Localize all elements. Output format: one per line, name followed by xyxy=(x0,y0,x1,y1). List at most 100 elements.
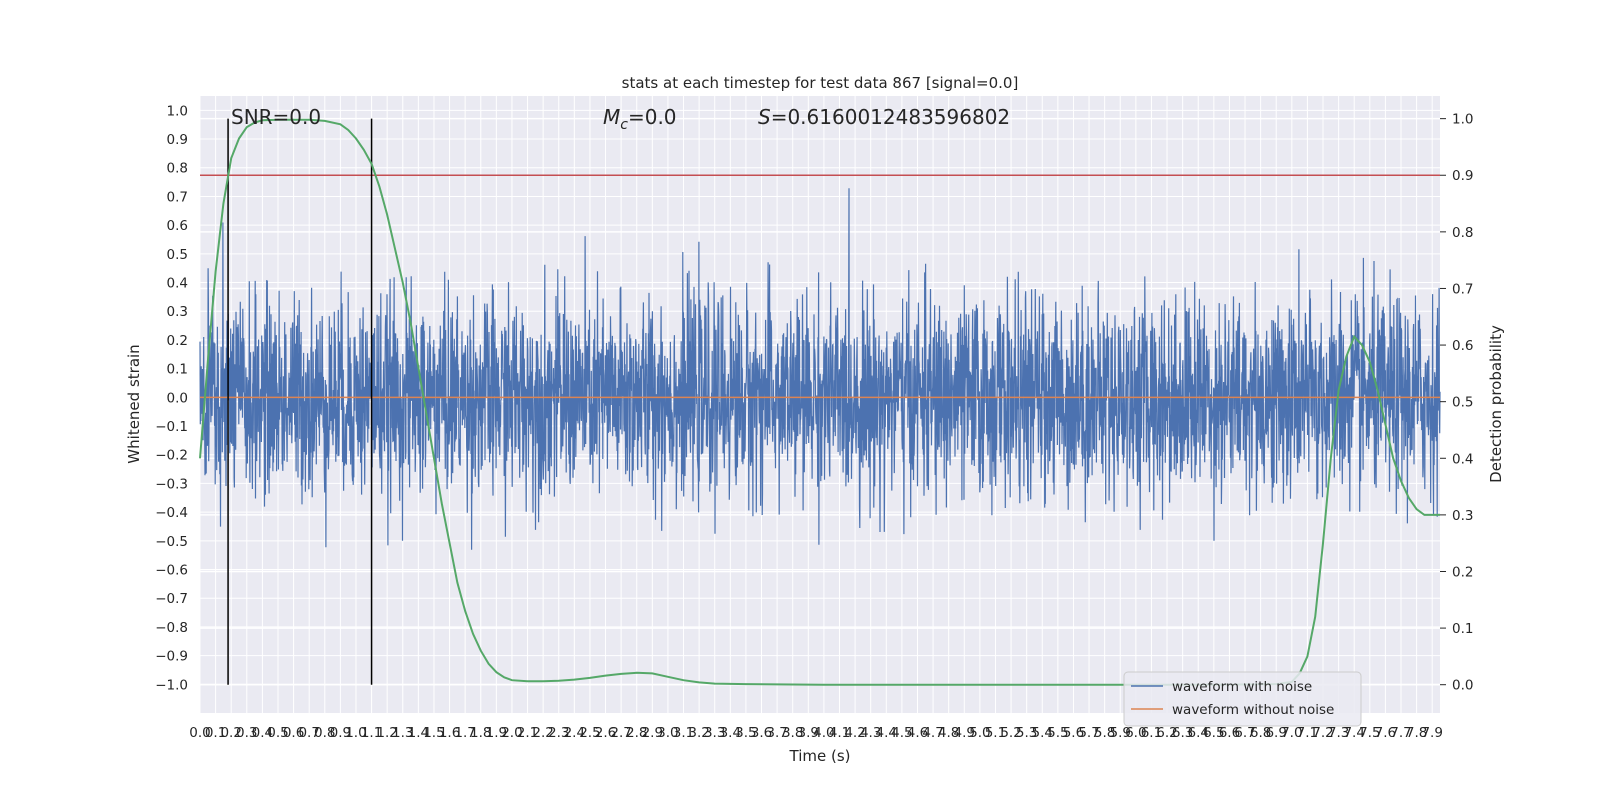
y-tick-label: −0.5 xyxy=(155,534,188,550)
x-tick-label: 5.4 xyxy=(1032,725,1053,741)
x-tick-label: 3.4 xyxy=(720,725,741,741)
y-tick-label: 1.0 xyxy=(167,103,188,119)
y2-tick-label: 0.7 xyxy=(1452,281,1473,297)
x-tick-label: 1.2 xyxy=(376,725,397,741)
x-tick-label: 0.8 xyxy=(314,725,335,741)
x-tick-label: 6.7 xyxy=(1234,725,1255,741)
s-annotation: S=0.6160012483596802 xyxy=(758,105,1010,129)
x-tick-label: 2.5 xyxy=(579,725,600,741)
x-tick-label: 6.1 xyxy=(1141,725,1162,741)
x-tick-label: 2.9 xyxy=(642,725,663,741)
x-tick-label: 0.5 xyxy=(267,725,288,741)
x-tick-label: 3.6 xyxy=(751,725,772,741)
x-tick-label: 7.7 xyxy=(1390,725,1411,741)
x-tick-label: 4.6 xyxy=(907,725,928,741)
x-tick-label: 6.4 xyxy=(1187,725,1208,741)
y2-tick-label: 0.6 xyxy=(1452,338,1473,354)
y2-tick-label: 0.4 xyxy=(1452,451,1473,467)
x-tick-label: 1.0 xyxy=(345,725,366,741)
x-tick-label: 3.3 xyxy=(704,725,725,741)
y2-tick-label: 0.0 xyxy=(1452,678,1473,694)
waveform-with-noise-series xyxy=(199,188,1441,550)
mc-annotation: Mc=0.0 xyxy=(603,105,677,133)
x-tick-label: 4.9 xyxy=(954,725,975,741)
x-tick-label: 3.0 xyxy=(657,725,678,741)
y-tick-label: 0.0 xyxy=(167,390,188,406)
x-tick-label: 1.8 xyxy=(470,725,491,741)
x-tick-label: 4.4 xyxy=(876,725,897,741)
x-tick-label: 1.9 xyxy=(486,725,507,741)
x-axis-ticks: 0.00.10.20.30.40.50.60.70.80.91.01.11.21… xyxy=(189,725,1443,741)
y-tick-label: 0.9 xyxy=(167,132,188,148)
y-tick-label: −0.9 xyxy=(155,649,188,665)
x-tick-label: 7.1 xyxy=(1297,725,1318,741)
y2-tick-label: 0.1 xyxy=(1452,621,1473,637)
y-tick-label: 0.4 xyxy=(167,276,188,292)
x-tick-label: 0.9 xyxy=(330,725,351,741)
x-tick-label: 5.8 xyxy=(1094,725,1115,741)
snr-annotation: SNR=0.0 xyxy=(231,105,321,129)
x-tick-label: 6.6 xyxy=(1219,725,1240,741)
y-tick-label: −0.6 xyxy=(155,563,188,579)
x-tick-label: 5.3 xyxy=(1016,725,1037,741)
x-tick-label: 2.7 xyxy=(610,725,631,741)
x-tick-label: 7.4 xyxy=(1343,725,1364,741)
y-axis-left-ticks: 1.0 0.9 0.8 0.7 0.6 0.5 0.4 0.3 0.2 0.1 0.0 −0.1 −0.… xyxy=(155,103,188,693)
x-tick-label: 4.5 xyxy=(891,725,912,741)
x-tick-label: 5.7 xyxy=(1078,725,1099,741)
y-tick-label: 0.6 xyxy=(167,218,188,234)
y-tick-label: −0.2 xyxy=(155,448,188,464)
x-tick-label: 2.0 xyxy=(501,725,522,741)
x-tick-label: 2.2 xyxy=(532,725,553,741)
y-tick-label: 0.7 xyxy=(167,189,188,205)
x-tick-label: 5.9 xyxy=(1110,725,1131,741)
x-tick-label: 1.1 xyxy=(361,725,382,741)
y-axis-label: Whitened strain xyxy=(125,344,143,463)
detection-probability-line xyxy=(199,118,1440,686)
x-tick-label: 4.3 xyxy=(860,725,881,741)
x-tick-label: 6.2 xyxy=(1156,725,1177,741)
y-tick-label: 0.3 xyxy=(167,304,188,320)
noise-waveform-path xyxy=(199,188,1441,550)
legend: waveform with noise waveform without noi… xyxy=(1123,671,1362,727)
s-value: =0.6160012483596802 xyxy=(771,105,1010,129)
y-tick-label: 0.5 xyxy=(167,247,188,263)
x-tick-label: 1.4 xyxy=(408,725,429,741)
x-tick-label: 7.8 xyxy=(1406,725,1427,741)
x-tick-label: 4.7 xyxy=(922,725,943,741)
y2-tick-label: 0.2 xyxy=(1452,564,1473,580)
x-tick-label: 3.7 xyxy=(766,725,787,741)
x-tick-label: 7.5 xyxy=(1359,725,1380,741)
x-tick-label: 6.8 xyxy=(1250,725,1271,741)
x-tick-label: 3.9 xyxy=(798,725,819,741)
y-tick-label: −0.3 xyxy=(155,476,188,492)
legend-label-noise: waveform with noise xyxy=(1172,679,1312,695)
y-tick-label: −0.8 xyxy=(155,620,188,636)
x-tick-label: 5.0 xyxy=(969,725,990,741)
y-tick-label: 0.1 xyxy=(167,362,188,378)
x-tick-label: 0.7 xyxy=(298,725,319,741)
x-tick-label: 4.8 xyxy=(938,725,959,741)
y2-tick-label: 0.5 xyxy=(1452,395,1473,411)
x-tick-label: 2.3 xyxy=(548,725,569,741)
x-tick-label: 0.2 xyxy=(220,725,241,741)
y-tick-label: −1.0 xyxy=(155,677,188,693)
legend-box xyxy=(1123,671,1362,727)
x-tick-label: 4.0 xyxy=(813,725,834,741)
x-axis-label: Time (s) xyxy=(789,747,851,765)
x-tick-label: 0.4 xyxy=(252,725,273,741)
x-tick-label: 4.2 xyxy=(844,725,865,741)
y-axis-right-ticks: 1.0 0.9 0.8 0.7 0.6 0.5 0.4 0.3 0.2 0.1 0.0 xyxy=(1440,112,1473,694)
x-tick-label: 0.3 xyxy=(236,725,257,741)
x-tick-label: 5.1 xyxy=(985,725,1006,741)
x-tick-label: 5.2 xyxy=(1000,725,1021,741)
x-tick-label: 1.6 xyxy=(439,725,460,741)
y-tick-label: −0.1 xyxy=(155,419,188,435)
x-tick-label: 7.3 xyxy=(1328,725,1349,741)
x-tick-label: 7.9 xyxy=(1421,725,1442,741)
x-tick-label: 2.1 xyxy=(517,725,538,741)
y-tick-label: 0.2 xyxy=(167,333,188,349)
x-tick-label: 2.4 xyxy=(564,725,585,741)
legend-label-clean: waveform without noise xyxy=(1172,702,1334,718)
y-tick-label: 0.8 xyxy=(167,161,188,177)
